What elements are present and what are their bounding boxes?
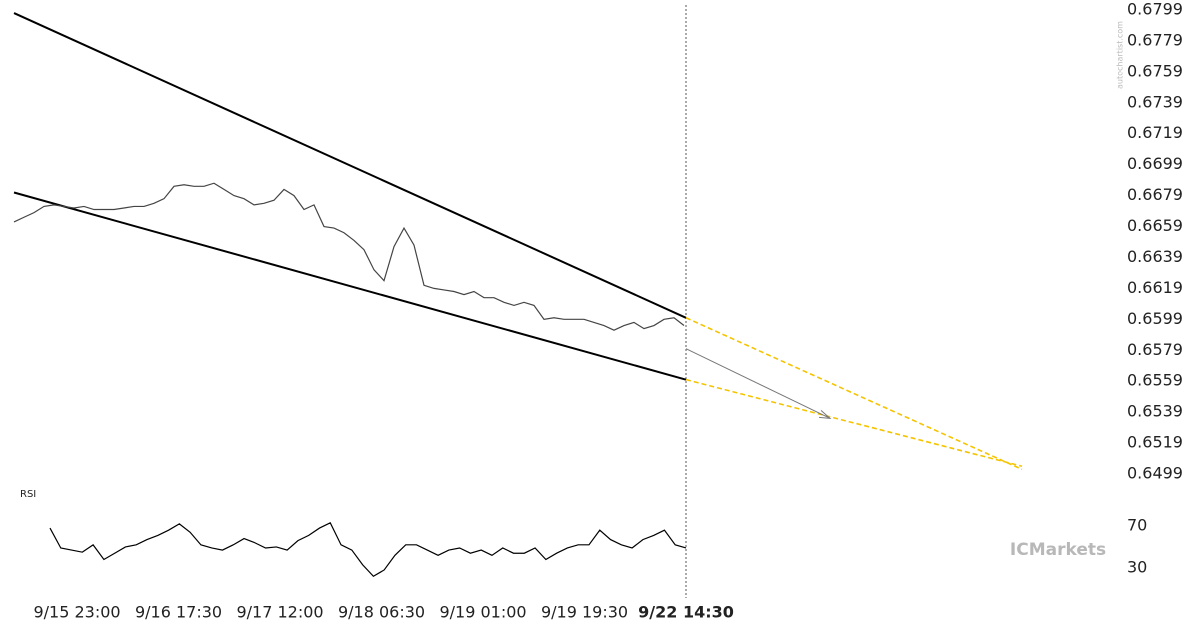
y-tick-label: 0.6639	[1127, 247, 1183, 266]
y-tick-label: 30	[1127, 557, 1147, 576]
y-tick-label: 0.6499	[1127, 464, 1183, 483]
x-tick-label: 9/15 23:00	[33, 603, 120, 622]
lower-trendline	[13, 191, 687, 381]
y-tick-label: 70	[1127, 515, 1147, 534]
projection-upper	[685, 317, 1023, 471]
y-tick-label: 0.6719	[1127, 123, 1183, 142]
x-tick-label: 9/18 06:30	[338, 603, 425, 622]
y-tick-label: 0.6739	[1127, 92, 1183, 111]
forecast-arrow	[685, 348, 831, 419]
y-tick-label: 0.6799	[1127, 0, 1183, 19]
arrow-head	[818, 409, 832, 419]
y-tick-label: 0.6599	[1127, 309, 1183, 328]
y-tick-label: 0.6539	[1127, 402, 1183, 421]
y-tick-label: 0.6679	[1127, 185, 1183, 204]
watermark: ICMarkets	[1010, 540, 1106, 560]
y-tick-label: 0.6759	[1127, 61, 1183, 80]
y-tick-label: 0.6779	[1127, 30, 1183, 49]
x-tick-label: 9/19 19:30	[541, 603, 628, 622]
price-line	[49, 522, 687, 578]
upper-trendline	[13, 12, 687, 319]
y-tick-label: 0.6519	[1127, 433, 1183, 452]
y-tick-label: 0.6699	[1127, 154, 1183, 173]
x-tick-label: 9/19 01:00	[439, 603, 526, 622]
y-tick-label: 0.6659	[1127, 216, 1183, 235]
rsi-label: RSI	[20, 489, 36, 500]
price-line	[13, 182, 685, 331]
y-tick-label: 0.6559	[1127, 371, 1183, 390]
x-tick-label: 9/16 17:30	[135, 603, 222, 622]
y-tick-label: 0.6619	[1127, 278, 1183, 297]
y-tick-label: 0.6579	[1127, 340, 1183, 359]
projection-lower	[685, 378, 1023, 468]
x-tick-label: 9/17 12:00	[236, 603, 323, 622]
x-tick-label: 9/22 14:30	[638, 603, 734, 622]
source: autochartist.com	[1116, 21, 1125, 89]
